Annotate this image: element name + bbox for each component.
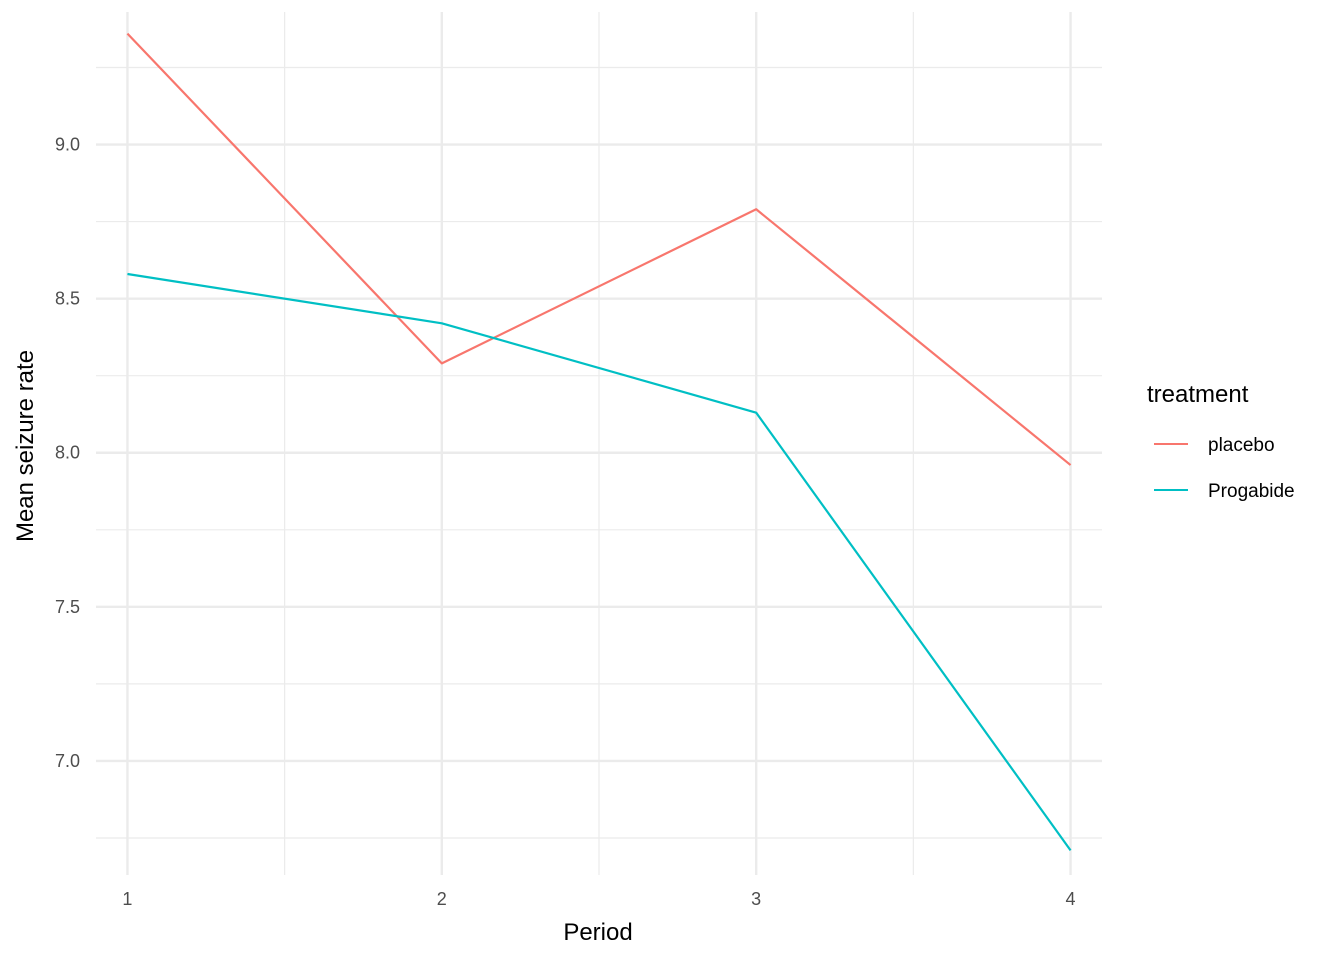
y-tick-label: 9.0 bbox=[55, 135, 80, 155]
grid-minor bbox=[96, 12, 1102, 875]
legend-label-placebo: placebo bbox=[1208, 435, 1275, 456]
y-axis-title: Mean seizure rate bbox=[12, 350, 39, 542]
y-tick-label: 7.5 bbox=[55, 597, 80, 617]
series-lines bbox=[126, 32, 1072, 851]
x-tick-label: 4 bbox=[1066, 889, 1076, 909]
grid-major bbox=[96, 12, 1102, 875]
x-axis-title: Period bbox=[563, 919, 632, 946]
legend-label-progabide: Progabide bbox=[1208, 481, 1295, 502]
series-line-placebo bbox=[126, 32, 1072, 466]
y-tick-label: 8.0 bbox=[55, 443, 80, 463]
x-tick-label: 1 bbox=[122, 889, 132, 909]
x-axis-tick-labels: 1 2 3 4 bbox=[122, 889, 1075, 909]
y-tick-label: 7.0 bbox=[55, 751, 80, 771]
x-tick-label: 2 bbox=[437, 889, 447, 909]
legend-title: treatment bbox=[1147, 381, 1249, 408]
x-tick-label: 3 bbox=[751, 889, 761, 909]
y-axis-tick-labels: 7.0 7.5 8.0 8.5 9.0 bbox=[55, 135, 80, 771]
series-line-progabide bbox=[127, 272, 1072, 851]
y-tick-label: 8.5 bbox=[55, 289, 80, 309]
legend: treatment placebo Progabide bbox=[1147, 381, 1295, 502]
